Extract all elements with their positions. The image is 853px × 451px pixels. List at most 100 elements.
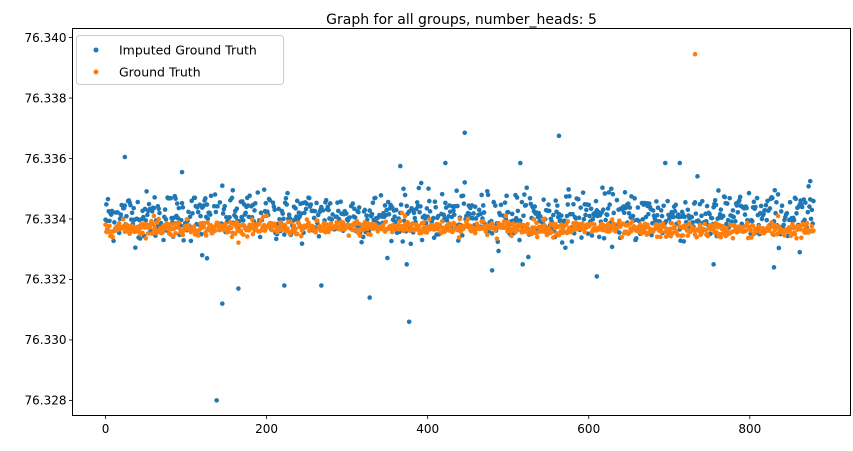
ground-truth-point (152, 225, 157, 230)
imputed-ground-truth-point (526, 254, 531, 260)
imputed-ground-truth-point (163, 217, 169, 222)
imputed-ground-truth-point (382, 203, 388, 208)
imputed-ground-truth-point (316, 234, 322, 239)
imputed-ground-truth-point (326, 207, 331, 213)
ground-truth-point (769, 220, 774, 225)
legend-label: Ground Truth (119, 65, 201, 80)
legend-box (76, 35, 284, 85)
plot-area (103, 51, 816, 403)
imputed-ground-truth-point (152, 195, 157, 200)
imputed-ground-truth-point (695, 174, 700, 179)
imputed-ground-truth-point (188, 238, 194, 244)
imputed-ground-truth-point (393, 219, 398, 225)
ground-truth-point (399, 210, 405, 216)
ground-truth-point (749, 235, 754, 240)
ground-truth-point (328, 221, 334, 226)
imputed-ground-truth-point (709, 215, 715, 221)
imputed-ground-truth-point (222, 203, 228, 209)
imputed-ground-truth-point (593, 198, 599, 204)
imputed-ground-truth-point (411, 210, 417, 216)
imputed-ground-truth-point (481, 210, 487, 215)
imputed-ground-truth-point (563, 245, 568, 251)
imputed-ground-truth-point (610, 191, 616, 197)
imputed-ground-truth-point (658, 208, 664, 213)
imputed-ground-truth-point (685, 207, 691, 213)
legend-label: Imputed Ground Truth (119, 43, 257, 58)
x-tick-label: 200 (255, 422, 278, 436)
imputed-ground-truth-point (211, 203, 217, 209)
imputed-ground-truth-point (207, 212, 213, 217)
imputed-ground-truth-point (417, 210, 422, 215)
imputed-ground-truth-point (707, 211, 712, 217)
imputed-ground-truth-point (282, 283, 287, 288)
ground-truth-point (525, 221, 530, 227)
imputed-ground-truth-point (424, 206, 430, 211)
imputed-ground-truth-point (787, 199, 793, 205)
imputed-ground-truth-point (630, 213, 636, 219)
imputed-ground-truth-point (772, 188, 778, 193)
ground-truth-point (792, 231, 798, 237)
imputed-ground-truth-point (485, 192, 491, 198)
ground-truth-point (143, 236, 149, 241)
imputed-ground-truth-point (504, 193, 509, 199)
imputed-ground-truth-point (517, 218, 523, 223)
ground-truth-point (683, 224, 689, 230)
imputed-ground-truth-point (252, 208, 257, 213)
ground-truth-point (730, 235, 736, 241)
imputed-ground-truth-point (338, 199, 343, 204)
imputed-ground-truth-point (578, 205, 583, 210)
imputed-ground-truth-point (435, 213, 441, 219)
imputed-ground-truth-point (781, 222, 786, 228)
ground-truth-point (748, 228, 753, 234)
ground-truth-point (692, 51, 698, 57)
imputed-ground-truth-point (156, 206, 161, 212)
ground-truth-point (637, 222, 643, 227)
imputed-ground-truth-point (179, 169, 185, 175)
imputed-ground-truth-point (655, 205, 661, 211)
ground-truth-point (658, 234, 663, 240)
imputed-ground-truth-point (401, 186, 406, 192)
imputed-ground-truth-point (683, 200, 688, 205)
imputed-ground-truth-point (579, 235, 584, 240)
ground-truth-point (794, 236, 799, 241)
imputed-ground-truth-point (255, 190, 261, 195)
imputed-ground-truth-point (471, 211, 476, 216)
imputed-ground-truth-point (472, 204, 478, 210)
imputed-ground-truth-point (770, 195, 775, 201)
imputed-ground-truth-point (489, 231, 495, 236)
ground-truth-point (472, 230, 478, 236)
imputed-ground-truth-point (476, 207, 482, 213)
imputed-ground-truth-point (426, 186, 431, 191)
imputed-ground-truth-point (607, 202, 612, 207)
imputed-ground-truth-point (186, 209, 191, 215)
imputed-ground-truth-point (596, 234, 602, 240)
ground-truth-point (315, 218, 320, 223)
imputed-ground-truth-point (729, 219, 734, 224)
imputed-ground-truth-point (195, 209, 201, 215)
imputed-ground-truth-point (157, 210, 162, 216)
imputed-ground-truth-point (137, 236, 143, 241)
imputed-ground-truth-point (146, 201, 152, 207)
ground-truth-point (195, 233, 201, 238)
imputed-ground-truth-point (320, 208, 326, 213)
imputed-ground-truth-point (617, 230, 622, 235)
ground-truth-point (503, 213, 509, 219)
imputed-ground-truth-point (414, 200, 420, 205)
imputed-ground-truth-point (584, 207, 589, 213)
imputed-ground-truth-point (791, 217, 797, 223)
imputed-ground-truth-point (180, 205, 186, 210)
imputed-ground-truth-point (665, 198, 670, 204)
imputed-ground-truth-point (581, 216, 587, 222)
imputed-ground-truth-point (576, 215, 582, 221)
imputed-ground-truth-point (718, 207, 724, 212)
imputed-ground-truth-point (356, 205, 362, 210)
ground-truth-point (745, 220, 750, 226)
ground-truth-point (234, 220, 240, 225)
imputed-ground-truth-point (451, 208, 456, 213)
imputed-ground-truth-point (240, 218, 246, 223)
imputed-ground-truth-point (263, 200, 269, 206)
ground-truth-point (509, 233, 514, 239)
imputed-ground-truth-point (753, 204, 758, 210)
ground-truth-point (456, 235, 462, 240)
imputed-ground-truth-point (605, 206, 611, 211)
